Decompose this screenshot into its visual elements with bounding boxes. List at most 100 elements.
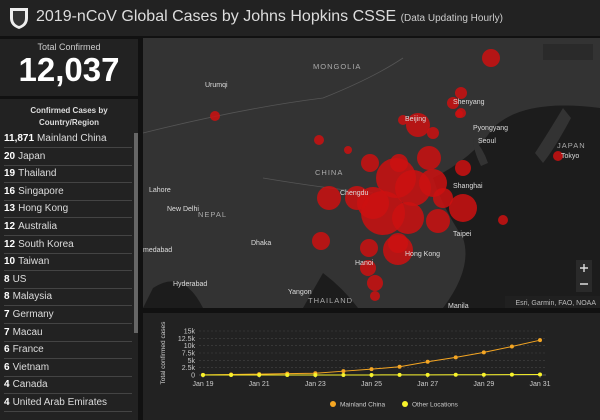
- country-row[interactable]: 12 Australia: [4, 218, 132, 236]
- x-tick-label: Jan 21: [249, 381, 270, 388]
- map-label: Yangon: [288, 289, 312, 296]
- legend-swatch: [330, 401, 336, 407]
- country-row[interactable]: 6 France: [4, 341, 132, 360]
- country: United Arab Emirates: [12, 397, 108, 408]
- country-row[interactable]: 8 Malaysia: [4, 288, 132, 307]
- case-circles: [210, 49, 563, 301]
- count: 6: [4, 361, 10, 373]
- count: 12: [4, 238, 16, 250]
- country: Germany: [12, 309, 54, 320]
- count: 4: [4, 379, 10, 391]
- count: 20: [4, 150, 16, 162]
- attribution: Esri, Garmin, FAO, NOAA: [515, 300, 596, 307]
- country: Malaysia: [12, 291, 53, 303]
- country-row[interactable]: 4 Canada: [4, 376, 132, 395]
- count: 6: [4, 344, 10, 356]
- point: [481, 372, 486, 377]
- map-labels: MONGOLIA Urumqi CHINA Beijing Shenyang Pyongy…: [143, 62, 586, 308]
- map-label: MONGOLIA: [313, 62, 361, 71]
- point: [509, 344, 514, 349]
- map-label: Dhaka: [251, 240, 271, 247]
- country-row[interactable]: 19 Thailand: [4, 165, 132, 184]
- point: [397, 372, 402, 377]
- y-tick-label: 12.5k: [178, 336, 196, 343]
- point: [201, 373, 205, 377]
- country: Japan: [18, 150, 46, 162]
- country-row[interactable]: 7 Germany: [4, 306, 132, 324]
- x-tick-label: Jan 23: [305, 381, 326, 388]
- map-label: CHINA: [315, 168, 343, 177]
- country-row[interactable]: 6 Vietnam: [4, 359, 132, 377]
- x-tick-label: Jan 27: [417, 381, 438, 388]
- scrollbar[interactable]: [134, 133, 138, 333]
- map[interactable]: MONGOLIA Urumqi CHINA Beijing Shenyang Pyongy…: [143, 38, 600, 308]
- y-tick-label: 15k: [184, 329, 196, 336]
- point: [369, 367, 374, 372]
- country: Mainland China: [37, 133, 107, 144]
- count: 16: [4, 185, 16, 197]
- title: 2019-nCoV Global Cases by Johns Hopkins …: [36, 8, 503, 26]
- count: 7: [4, 309, 10, 320]
- map-label: Shanghai: [453, 183, 483, 190]
- map-label: Taipei: [453, 231, 472, 238]
- count: 11,871: [4, 133, 35, 144]
- country: Singapore: [18, 185, 64, 197]
- country-row[interactable]: 16 Singapore: [4, 183, 132, 201]
- map-label: JAPAN: [557, 141, 586, 150]
- map-label: Pyongyang: [473, 125, 508, 132]
- count: 8: [4, 291, 10, 303]
- country-row[interactable]: 20 Japan: [4, 148, 132, 166]
- count: 12: [4, 221, 16, 232]
- map-label: Hanoi: [355, 260, 374, 267]
- point: [425, 372, 430, 377]
- y-tick-label: 0: [191, 373, 195, 380]
- country: Thailand: [18, 168, 57, 180]
- x-tick-label: Jan 19: [192, 381, 213, 388]
- count: 19: [4, 168, 16, 180]
- x-tick-label: Jan 29: [473, 381, 494, 388]
- point: [313, 372, 318, 377]
- map-label: Chengdu: [340, 190, 369, 197]
- total-panel: Total Confirmed 12,037: [0, 39, 138, 96]
- country-row[interactable]: 11,871 Mainland China: [4, 130, 132, 148]
- sea: [303, 273, 358, 308]
- country: Macau: [12, 326, 43, 338]
- map-label: Lahore: [149, 187, 171, 194]
- count: 4: [4, 397, 10, 408]
- y-tick-label: 7.5k: [182, 351, 196, 358]
- country-row[interactable]: 4 United Arab Emirates: [4, 394, 132, 412]
- country-row[interactable]: 8 US: [4, 271, 132, 289]
- y-tick-label: 2.5k: [182, 365, 196, 372]
- country-row[interactable]: 13 Hong Kong: [4, 200, 132, 219]
- map-label: Hong Kong: [405, 251, 440, 258]
- attribution-bg: [505, 296, 600, 308]
- country: Taiwan: [18, 256, 50, 268]
- point: [538, 338, 542, 343]
- map-tools[interactable]: [543, 44, 593, 292]
- total-value: 12,037: [18, 51, 120, 88]
- point: [257, 372, 262, 377]
- legend-label: Mainland China: [340, 402, 386, 409]
- country: US: [12, 273, 27, 285]
- country-row[interactable]: 12 South Korea: [4, 236, 132, 254]
- country: Hong Kong: [18, 203, 69, 215]
- list-heading: Confirmed Cases by Country/Region: [30, 106, 108, 127]
- point: [453, 372, 458, 377]
- map-label: NEPAL: [198, 210, 227, 219]
- sea: [143, 281, 203, 308]
- country: Vietnam: [12, 361, 50, 373]
- y-axis-label: Total confirmed cases: [160, 321, 167, 385]
- x-tick-label: Jan 25: [361, 381, 382, 388]
- chart: Total confirmed cases 02.5k5k7.5k10k12.5k…: [143, 313, 600, 420]
- y-tick-label: 5k: [188, 358, 196, 365]
- country-row[interactable]: 10 Taiwan: [4, 253, 132, 272]
- map-label: Tokyo: [561, 153, 579, 160]
- map-label: THAILAND: [308, 296, 353, 305]
- country-row[interactable]: 7 Macau: [4, 324, 132, 342]
- country: France: [12, 344, 44, 356]
- point: [538, 372, 542, 377]
- point: [425, 359, 430, 364]
- country: Canada: [12, 379, 48, 391]
- map-label: Hyderabad: [173, 281, 207, 288]
